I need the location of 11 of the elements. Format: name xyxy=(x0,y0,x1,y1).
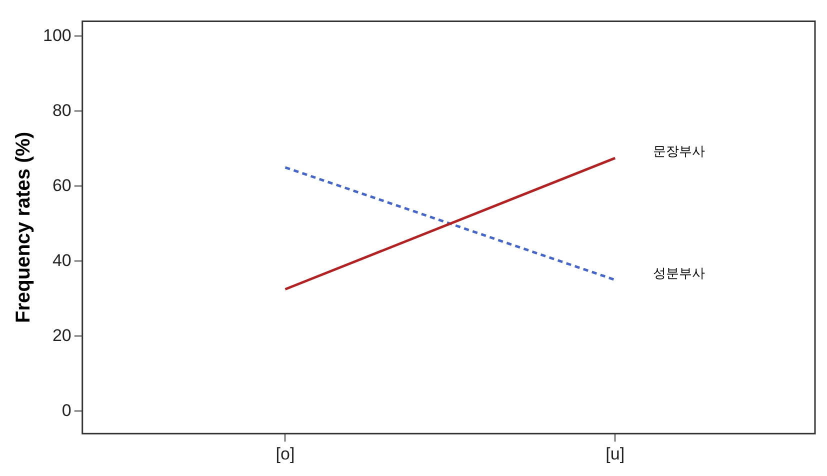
text: 성분부사 xyxy=(653,266,706,282)
x-tick-label: [u] xyxy=(606,444,625,464)
text: 문장부사 xyxy=(653,144,706,160)
y-tick-label: 60 xyxy=(52,176,72,195)
y-tick-label: 80 xyxy=(52,100,72,120)
y-tick-label: 20 xyxy=(52,326,72,345)
x-tick-label: [o] xyxy=(276,444,295,464)
y-tick-label: 40 xyxy=(52,250,72,270)
y-tick-label: 0 xyxy=(62,400,72,420)
y-tick-label: 100 xyxy=(42,26,72,45)
y-axis-title: Frequency rates (%) xyxy=(12,132,35,323)
